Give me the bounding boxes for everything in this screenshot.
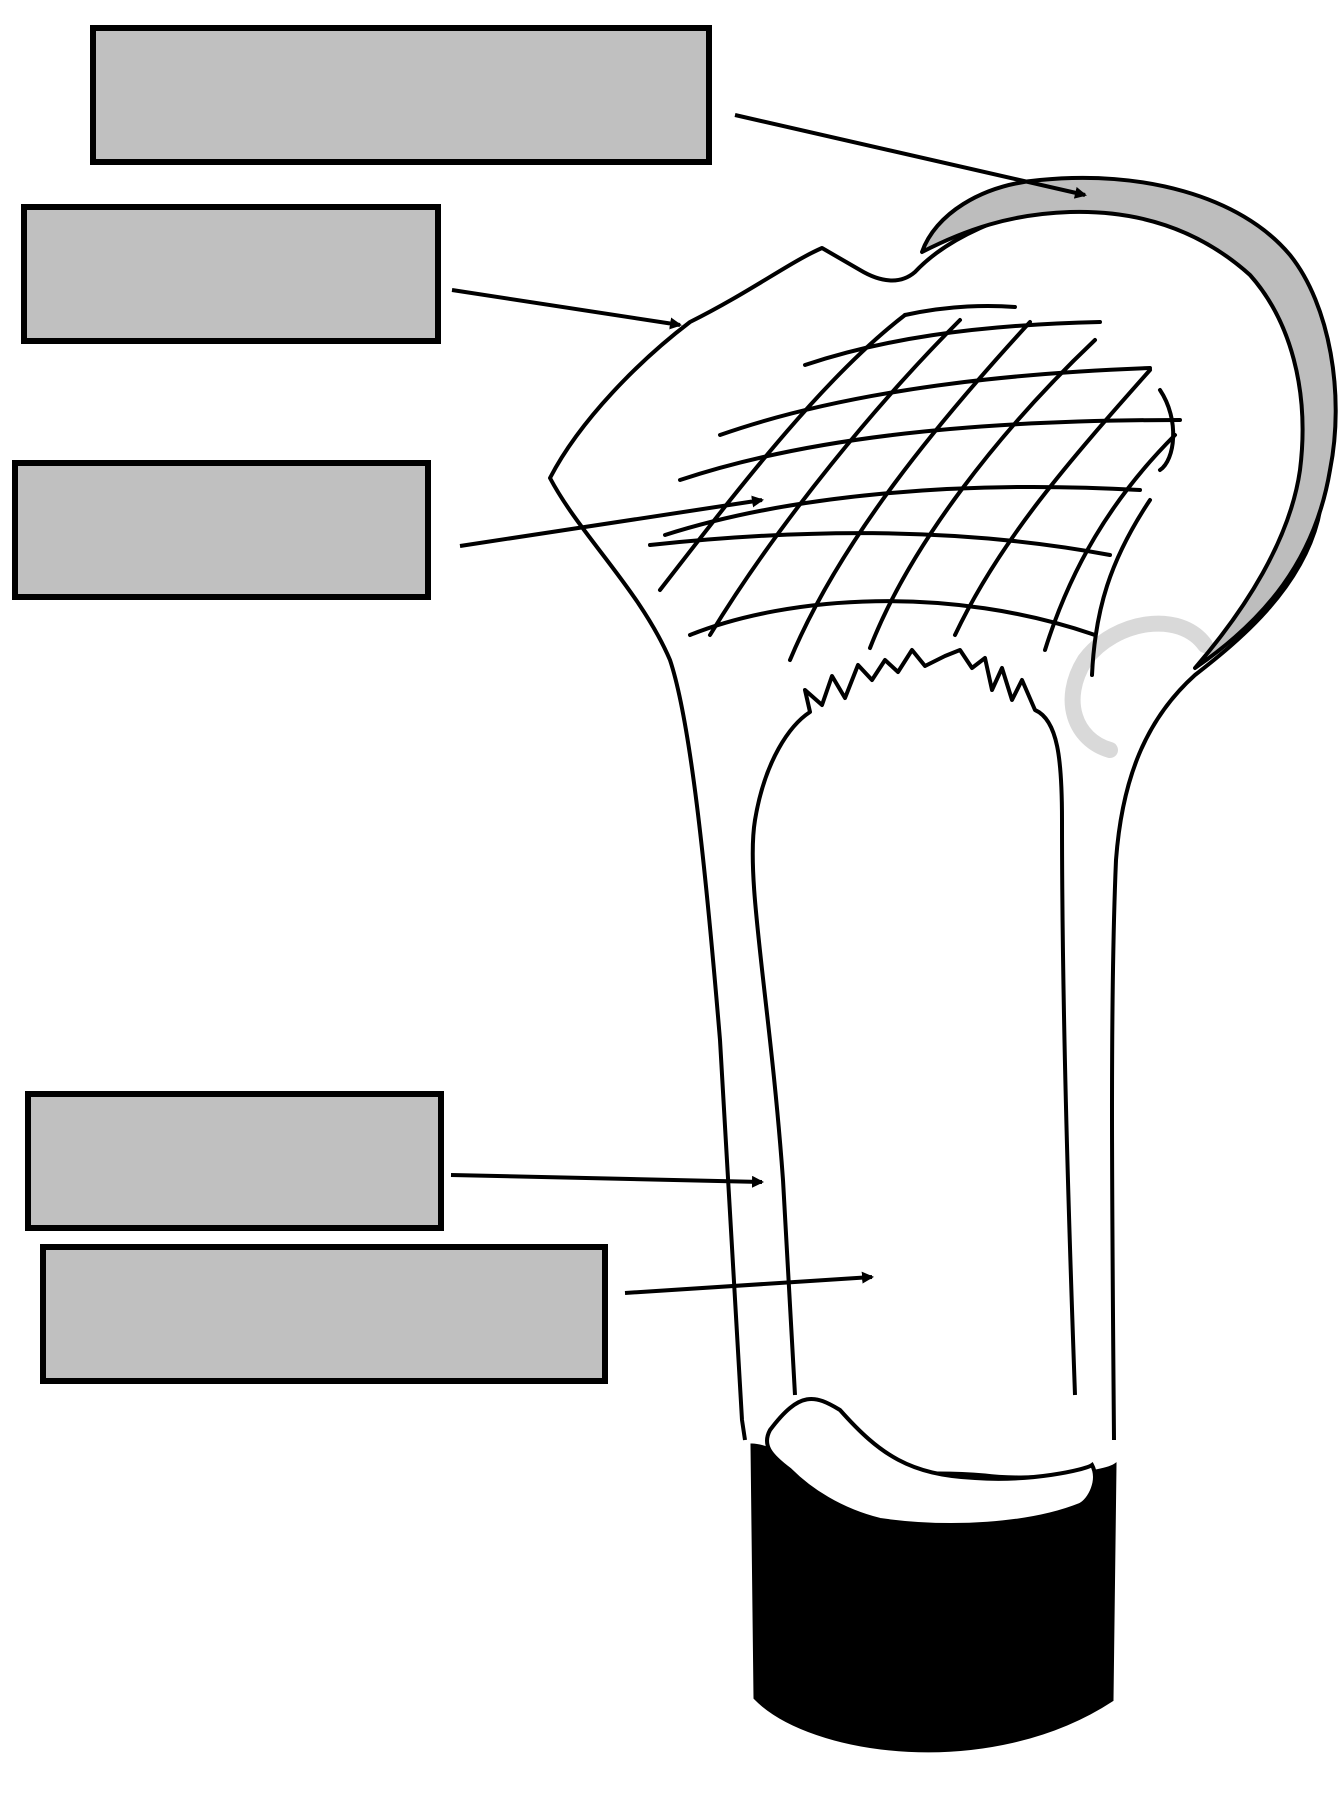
trabecula: [648, 531, 1112, 557]
trabecula: [903, 303, 1017, 317]
trabecula: [688, 599, 1097, 637]
label-box-epiphysis[interactable]: [21, 204, 441, 344]
pointer-arrow-1: [734, 113, 1087, 199]
spongy-bone-lattice: [648, 303, 1182, 677]
trabecula: [1043, 433, 1177, 652]
trabecula: [868, 338, 1097, 650]
articular-cartilage: [920, 175, 1338, 670]
trabecula: [1158, 388, 1176, 472]
trabecula: [663, 485, 1142, 537]
label-box-medullary-cavity[interactable]: [40, 1244, 608, 1384]
trabecula: [718, 366, 1152, 437]
trabecula: [788, 320, 1032, 662]
watermark-mark: [1064, 615, 1213, 758]
label-box-spongy-bone[interactable]: [12, 460, 431, 600]
trabecula: [803, 320, 1102, 367]
cut-section-rim: [764, 1397, 1097, 1527]
pointer-arrow-5: [624, 1271, 874, 1295]
label-box-articular-cartilage[interactable]: [90, 25, 712, 165]
trabecula: [708, 318, 962, 637]
pointer-arrow-4: [450, 1173, 764, 1188]
trabecula: [658, 313, 907, 592]
trabecula: [1090, 498, 1152, 677]
bone-outline: [548, 203, 1330, 1441]
medullary-cavity-outline: [750, 648, 1077, 1396]
pointer-arrow-2: [451, 288, 682, 330]
label-box-compact-bone[interactable]: [25, 1091, 444, 1231]
pointer-arrow-3: [459, 495, 764, 548]
trabecula: [953, 368, 1152, 637]
trabecula: [678, 418, 1182, 482]
